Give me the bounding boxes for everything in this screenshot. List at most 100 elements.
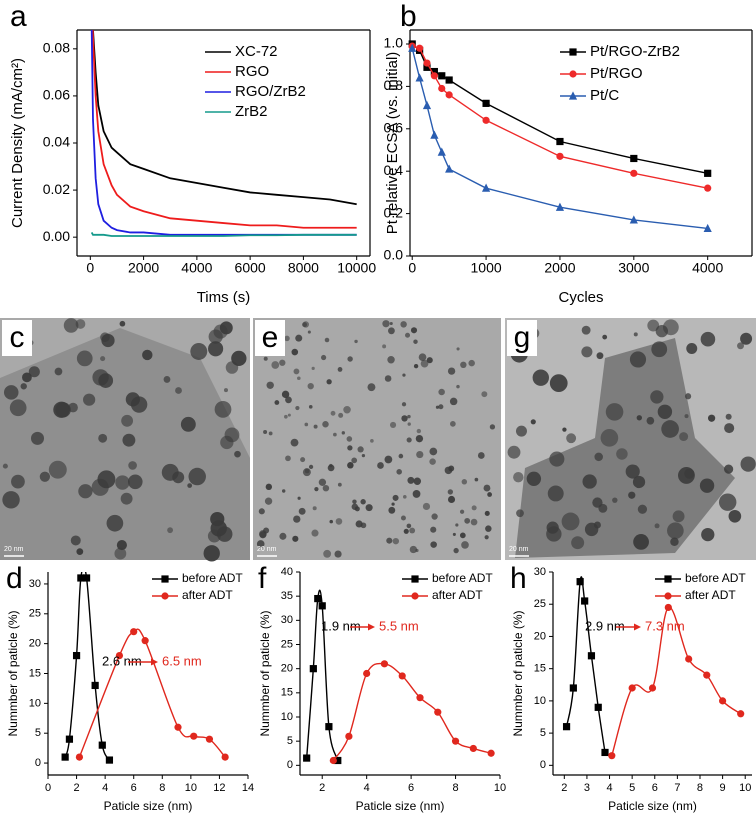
y-tick-label: 5 <box>35 727 41 739</box>
marker <box>569 70 577 78</box>
particle <box>293 515 301 523</box>
scale-bar-label: 20 nm <box>4 546 24 553</box>
particle <box>549 374 568 392</box>
particle <box>516 509 524 518</box>
particle <box>416 428 422 434</box>
particle <box>453 547 459 554</box>
tem-image: c 20 nm <box>0 318 250 562</box>
particle <box>725 413 732 420</box>
particle <box>297 376 301 381</box>
particle <box>461 479 468 485</box>
particle <box>216 526 233 542</box>
particle <box>312 506 317 511</box>
series-line <box>92 30 357 206</box>
marker <box>115 651 124 660</box>
particle <box>386 537 393 544</box>
particle <box>405 332 411 338</box>
scale-bar-label: 20 nm <box>509 546 529 553</box>
y-tick-label: 0.08 <box>43 40 70 56</box>
particle <box>92 369 109 386</box>
particle <box>438 404 444 410</box>
particle <box>287 413 291 417</box>
marker <box>719 697 727 705</box>
particle <box>596 352 604 360</box>
particle <box>684 468 695 479</box>
particle <box>268 431 273 436</box>
particle <box>382 344 387 349</box>
particle <box>347 445 353 451</box>
x-tick-label: 2 <box>561 782 567 794</box>
particle <box>737 342 744 350</box>
particle <box>30 431 45 445</box>
marker <box>562 723 571 731</box>
chart: 0 2 4 6 8 10 12 14 0 5 10 15 20 25 30 d Paticle size (nm… <box>6 562 254 813</box>
x-tick-label: 7 <box>674 782 680 794</box>
y-tick-label: 35 <box>281 590 293 602</box>
particle <box>361 454 366 458</box>
particle <box>365 504 373 512</box>
chart: 2 4 6 8 10 0 5 10 15 20 25 30 35 40 f Paticle size (nm)… <box>258 562 506 813</box>
particle <box>367 383 376 392</box>
particle <box>670 537 679 547</box>
marker <box>664 575 672 583</box>
panel-label: e <box>262 321 279 354</box>
particle <box>323 549 332 558</box>
y-tick-label: 0.4 <box>384 162 404 178</box>
particle <box>338 412 344 418</box>
particle <box>63 318 79 333</box>
particle <box>700 331 716 347</box>
x-tick-label: 0 <box>45 782 51 794</box>
particle <box>389 321 393 326</box>
particle <box>654 523 660 529</box>
series-line <box>412 45 708 189</box>
particle <box>616 448 628 460</box>
x-tick-label: 14 <box>242 782 254 794</box>
marker <box>438 84 446 93</box>
particle <box>187 483 193 488</box>
particle <box>406 437 412 443</box>
particle <box>402 373 406 377</box>
particle <box>636 415 642 421</box>
x-axis-label: Paticle size (nm) <box>608 799 697 813</box>
legend-label: before ADT <box>685 571 746 585</box>
marker <box>568 91 578 100</box>
particle <box>333 432 337 437</box>
particle <box>300 457 306 463</box>
particle <box>483 484 491 492</box>
particle <box>392 494 399 501</box>
particle <box>130 396 148 413</box>
particle <box>223 388 228 393</box>
particle <box>163 376 171 383</box>
x-tick-label: 2000 <box>128 260 159 276</box>
particle <box>724 423 735 434</box>
y-tick-label: 0.8 <box>384 77 404 93</box>
particle <box>314 486 319 492</box>
particle <box>384 375 392 382</box>
particle <box>128 461 137 470</box>
particle <box>707 414 716 422</box>
x-tick-label: 10 <box>185 782 197 794</box>
particle <box>637 504 648 514</box>
particle <box>724 464 734 474</box>
marker <box>174 723 182 731</box>
particle <box>456 347 460 351</box>
series-line <box>332 662 492 761</box>
series-line <box>90 232 357 237</box>
marker <box>205 735 214 743</box>
x-tick-label: 2 <box>319 782 325 794</box>
particle <box>477 452 485 459</box>
particle <box>413 363 419 369</box>
marker <box>423 59 431 67</box>
legend-label: RGO <box>235 63 269 80</box>
particle <box>354 339 358 344</box>
particle <box>53 401 70 418</box>
marker <box>576 578 584 586</box>
particle <box>214 400 232 418</box>
x-tick-label: 6 <box>408 782 414 794</box>
particle <box>388 506 396 514</box>
particle <box>407 414 411 419</box>
annotation: 2.9 nm <box>585 618 625 633</box>
particle <box>647 319 660 332</box>
marker <box>487 749 495 757</box>
marker <box>75 753 84 761</box>
